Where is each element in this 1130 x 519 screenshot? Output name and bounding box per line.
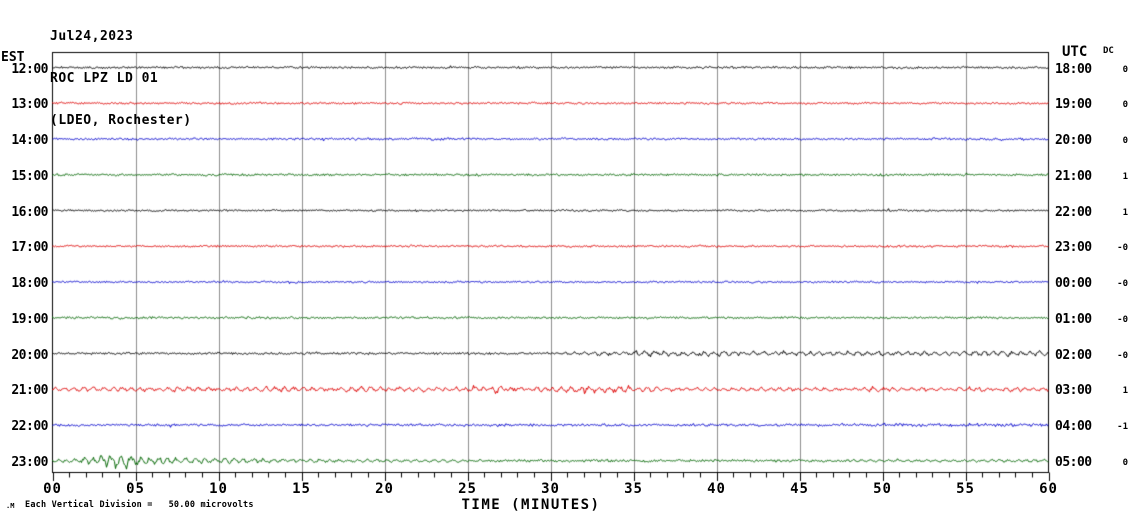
est-time-label: 17:00: [11, 240, 48, 256]
est-time-label: 13:00: [11, 97, 48, 113]
utc-time-label: 22:00: [1055, 204, 1092, 220]
est-time-label: 18:00: [11, 276, 48, 291]
x-tick-label: 45: [790, 481, 809, 497]
dc-value: 0: [1122, 457, 1128, 468]
utc-time-label: 19:00: [1055, 97, 1092, 113]
date-label: Jul24,2023: [50, 29, 134, 44]
utc-time-label: 01:00: [1055, 311, 1092, 327]
dc-value: -0: [1117, 243, 1128, 254]
x-tick-label: 15: [292, 481, 311, 497]
dc-column-label: DC: [1103, 46, 1114, 56]
scale-note: Each Vertical Division = 50.00 microvolt…: [25, 500, 254, 510]
x-tick-label: 25: [458, 481, 477, 497]
est-time-label: 12:00: [11, 61, 48, 77]
watermark: .M: [6, 502, 15, 510]
dc-value: 1: [1122, 386, 1128, 397]
dc-value: 1: [1122, 207, 1128, 218]
est-time-label: 14:00: [11, 133, 48, 148]
est-time-label: 20:00: [11, 347, 48, 363]
est-time-label: 19:00: [11, 311, 48, 327]
utc-time-label: 20:00: [1055, 133, 1092, 148]
x-tick-label: 60: [1039, 481, 1058, 497]
est-time-label: 22:00: [11, 419, 48, 434]
x-tick-label: 55: [956, 481, 975, 497]
left-axis-label: EST: [1, 50, 25, 65]
dc-value: 0: [1122, 64, 1128, 75]
utc-time-label: 04:00: [1055, 419, 1092, 434]
utc-time-label: 18:00: [1055, 61, 1092, 77]
dc-value: -0: [1117, 279, 1128, 289]
utc-time-label: 03:00: [1055, 383, 1092, 399]
dc-value: 1: [1122, 171, 1128, 182]
utc-time-label: 00:00: [1055, 276, 1092, 291]
title-block: Jul24,2023 ROC LPZ LD 01 (LDEO, Rocheste…: [50, 2, 192, 156]
utc-time-label: 23:00: [1055, 240, 1092, 256]
x-tick-label: 20: [375, 481, 394, 497]
est-time-label: 15:00: [11, 168, 48, 184]
right-axis-label: UTC: [1062, 44, 1088, 60]
utc-time-label: 21:00: [1055, 168, 1092, 184]
x-axis-title: TIME (MINUTES): [461, 497, 601, 513]
est-time-label: 21:00: [11, 383, 48, 399]
dc-value: -1: [1117, 422, 1128, 432]
x-tick-label: 40: [707, 481, 726, 497]
est-time-label: 23:00: [11, 454, 48, 470]
dc-value: -0: [1117, 350, 1128, 361]
x-tick-label: 30: [541, 481, 560, 497]
x-tick-label: 35: [624, 481, 643, 497]
utc-time-label: 02:00: [1055, 347, 1092, 363]
station-label: ROC LPZ LD 01: [50, 71, 159, 86]
dc-value: 0: [1122, 136, 1128, 146]
dc-value: 0: [1122, 100, 1128, 111]
x-tick-label: 00: [43, 481, 62, 497]
x-tick-label: 05: [126, 481, 145, 497]
x-tick-label: 10: [209, 481, 228, 497]
x-tick-label: 50: [873, 481, 892, 497]
est-time-label: 16:00: [11, 204, 48, 220]
network-label: (LDEO, Rochester): [50, 113, 192, 128]
dc-value: -0: [1117, 314, 1128, 325]
utc-time-label: 05:00: [1055, 454, 1092, 470]
